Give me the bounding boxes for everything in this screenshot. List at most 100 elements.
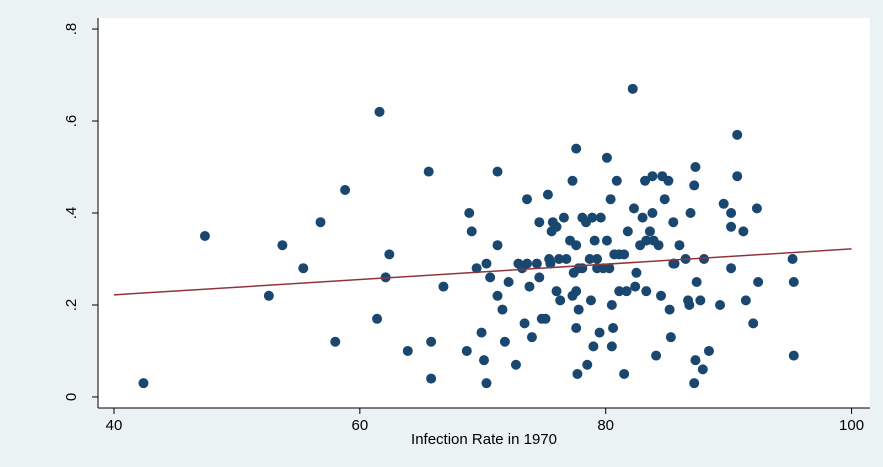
point [510,359,521,370]
point [647,171,658,182]
point [589,235,600,246]
point [628,203,639,214]
point [582,359,593,370]
point [499,336,510,347]
point [674,240,685,251]
point [697,364,708,375]
point [611,175,622,186]
point [699,253,710,264]
y-tick-label: .2 [63,299,80,312]
point [690,162,701,173]
point [740,295,751,306]
y-tick-label: .6 [63,115,80,128]
point [669,258,680,269]
point [601,152,612,163]
point [637,212,648,223]
point [788,276,799,287]
point [561,253,572,264]
point [604,263,615,274]
point [542,189,553,200]
point [619,368,630,379]
x-tick-label: 40 [106,417,123,434]
point [689,378,700,389]
point [585,295,596,306]
y-tick-label: .4 [63,207,80,220]
point [726,263,737,274]
point [641,286,652,297]
point [571,322,582,333]
point [492,290,503,301]
point [423,166,434,177]
point [571,240,582,251]
point [619,249,630,260]
x-tick-label: 60 [351,417,368,434]
point [751,203,762,214]
point [656,290,667,301]
point [631,267,642,278]
point [384,249,395,260]
point [606,341,617,352]
point [651,350,662,361]
point [531,258,542,269]
point [476,327,487,338]
point [738,226,749,237]
point [551,286,562,297]
point [601,235,612,246]
point [503,276,514,287]
y-tick-label: 0 [63,393,80,401]
point [298,263,309,274]
point [732,129,743,140]
point [685,208,696,218]
x-tick-label: 100 [839,417,864,434]
point [374,106,385,117]
point [571,143,582,154]
point [572,368,583,379]
point [640,175,651,186]
point [647,208,658,218]
point [653,240,664,251]
point [689,180,700,191]
point [684,299,695,310]
point [479,355,489,366]
point [614,286,625,297]
point [621,286,632,297]
point [571,286,582,297]
point [277,240,288,251]
point [663,175,674,186]
point [608,322,619,333]
point [726,208,737,218]
point [402,345,413,356]
point [481,378,492,389]
point [199,230,210,241]
point [695,295,706,306]
point [492,240,503,251]
fit-line [113,248,852,296]
point [753,276,764,287]
point [481,258,492,269]
point [788,350,799,361]
point [263,290,274,301]
point [715,299,726,310]
point [691,276,702,287]
point [492,166,503,177]
point [471,263,482,274]
point [592,253,603,264]
point [577,263,588,274]
point [138,378,149,389]
point [726,221,737,232]
point [534,272,545,283]
point [553,253,564,264]
point [644,226,655,237]
point [426,373,437,384]
point [485,272,496,283]
point [630,281,641,292]
point [595,212,606,223]
point [555,295,566,306]
point [587,212,598,223]
point [718,198,729,209]
point [466,226,477,237]
point [787,253,798,264]
point [605,194,616,205]
